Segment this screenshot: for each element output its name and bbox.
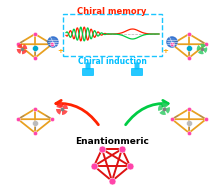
Polygon shape: [56, 109, 61, 115]
Text: +: +: [162, 48, 168, 54]
Polygon shape: [162, 103, 168, 108]
Circle shape: [48, 37, 58, 47]
Polygon shape: [165, 107, 170, 114]
FancyBboxPatch shape: [134, 63, 140, 70]
FancyBboxPatch shape: [82, 68, 94, 76]
FancyBboxPatch shape: [131, 68, 143, 76]
Polygon shape: [197, 45, 201, 51]
FancyBboxPatch shape: [86, 63, 90, 70]
Polygon shape: [23, 44, 27, 49]
Polygon shape: [158, 105, 163, 111]
Polygon shape: [17, 49, 22, 54]
Polygon shape: [22, 50, 27, 54]
Text: Chiral memory: Chiral memory: [77, 6, 147, 15]
Polygon shape: [200, 44, 206, 48]
Text: Enantionmeric: Enantionmeric: [75, 137, 149, 146]
Polygon shape: [56, 103, 62, 108]
Polygon shape: [62, 110, 68, 115]
Circle shape: [167, 37, 177, 47]
Polygon shape: [198, 50, 204, 54]
Polygon shape: [62, 103, 68, 109]
Text: +: +: [57, 48, 63, 54]
Polygon shape: [203, 47, 207, 53]
Text: Chiral induction: Chiral induction: [78, 57, 146, 67]
Polygon shape: [17, 44, 22, 49]
FancyBboxPatch shape: [63, 14, 162, 56]
Polygon shape: [159, 110, 166, 115]
